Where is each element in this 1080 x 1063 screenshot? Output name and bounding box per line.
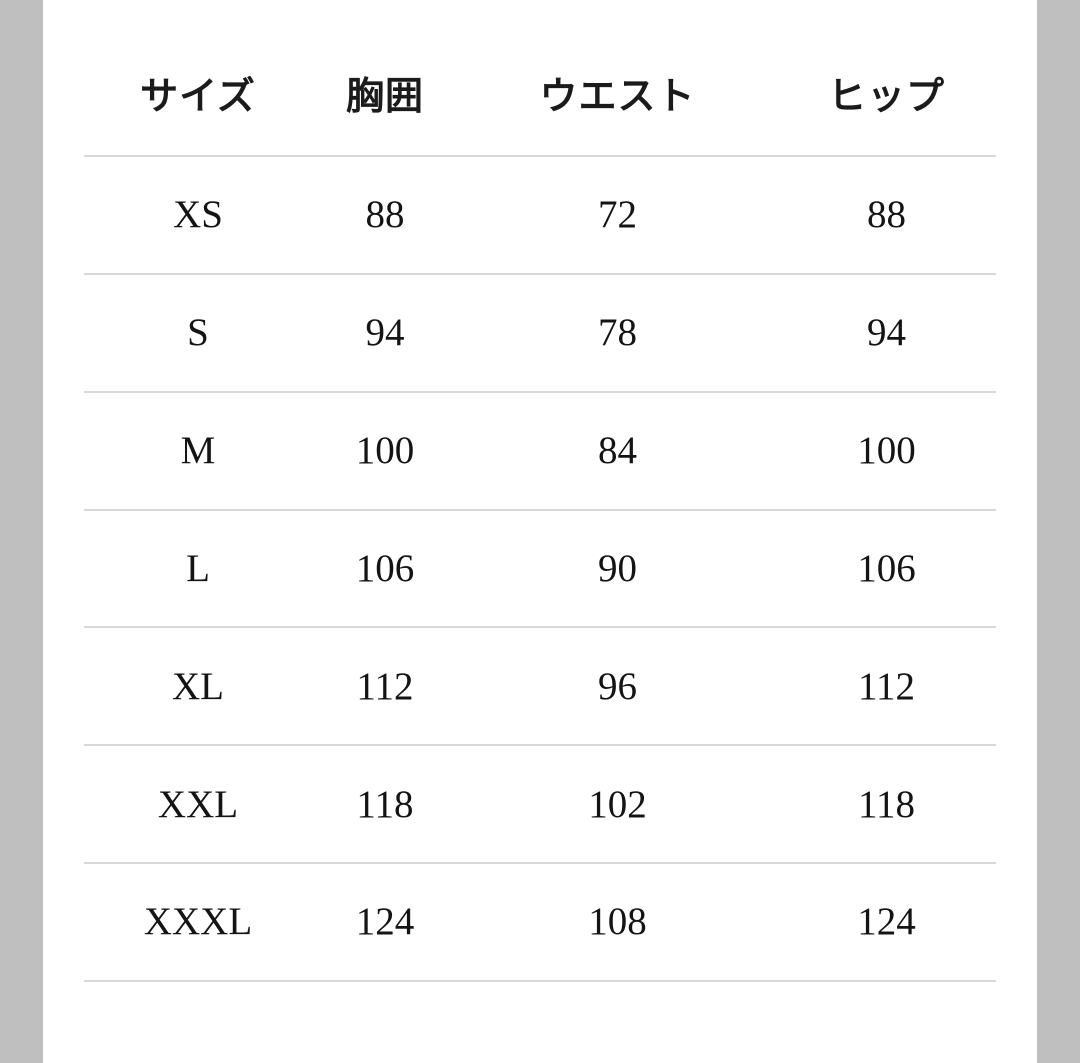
size-chart-header-row: サイズ 胸囲 ウエスト ヒップ bbox=[84, 0, 996, 157]
waist-cell: 96 bbox=[598, 664, 637, 708]
chest-cell: 94 bbox=[365, 311, 405, 355]
waist-cell: 108 bbox=[588, 900, 647, 944]
hip-cell: 100 bbox=[857, 429, 916, 473]
hip-cell: 118 bbox=[858, 782, 916, 826]
table-row-l: L 106 90 106 bbox=[84, 511, 996, 629]
waist-cell: 72 bbox=[598, 193, 637, 237]
table-row-xxl: XXL 118 102 118 bbox=[84, 746, 996, 865]
chest-cell: 106 bbox=[355, 546, 415, 590]
waist-cell: 78 bbox=[598, 311, 637, 355]
size-cell: M bbox=[180, 429, 216, 473]
chest-cell: 100 bbox=[355, 429, 415, 473]
table-row-m: M 100 84 100 bbox=[84, 393, 996, 511]
size-cell: XL bbox=[172, 664, 224, 708]
table-row-xl: XL 112 96 112 bbox=[84, 628, 996, 747]
size-chart-table: サイズ 胸囲 ウエスト ヒップ XS 88 72 88 S 94 78 94 M… bbox=[84, 0, 996, 982]
hip-cell: 112 bbox=[858, 664, 916, 708]
right-gutter bbox=[1037, 0, 1080, 1063]
size-cell: XXXL bbox=[143, 900, 253, 944]
size-cell: XXL bbox=[157, 782, 239, 826]
size-cell: S bbox=[187, 311, 209, 355]
table-row-xs: XS 88 72 88 bbox=[84, 157, 996, 275]
size-cell: XS bbox=[173, 193, 223, 237]
chest-cell: 112 bbox=[356, 664, 414, 708]
hip-cell: 88 bbox=[867, 193, 907, 237]
hip-cell: 124 bbox=[857, 900, 916, 944]
header-size: サイズ bbox=[140, 75, 256, 118]
left-gutter bbox=[0, 0, 43, 1063]
chest-cell: 88 bbox=[365, 193, 405, 237]
hip-cell: 106 bbox=[857, 546, 916, 590]
waist-cell: 84 bbox=[598, 429, 637, 473]
header-hip: ヒップ bbox=[828, 75, 946, 118]
chest-cell: 124 bbox=[355, 900, 415, 944]
hip-cell: 94 bbox=[867, 311, 907, 355]
waist-cell: 102 bbox=[588, 782, 647, 826]
chest-cell: 118 bbox=[356, 782, 414, 826]
header-chest: 胸囲 bbox=[345, 75, 424, 118]
waist-cell: 90 bbox=[598, 546, 637, 590]
table-row-s: S 94 78 94 bbox=[84, 275, 996, 393]
size-chart-panel: サイズ 胸囲 ウエスト ヒップ XS 88 72 88 S 94 78 94 M… bbox=[43, 0, 1037, 1063]
table-row-xxxl: XXXL 124 108 124 bbox=[84, 864, 996, 982]
size-cell: L bbox=[186, 546, 210, 590]
header-waist: ウエスト bbox=[539, 75, 696, 118]
